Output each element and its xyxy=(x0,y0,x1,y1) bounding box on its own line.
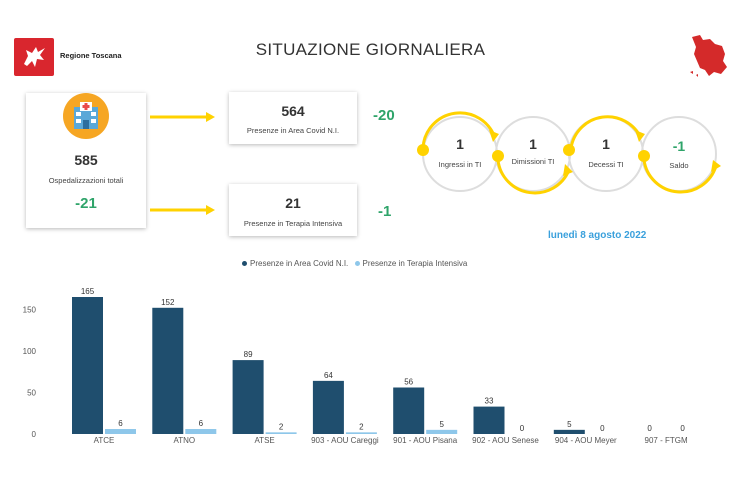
flow-value-saldo: -1 xyxy=(672,138,686,154)
page-title: SITUAZIONE GIORNALIERA xyxy=(255,40,486,59)
flow-value-dimissioni: 1 xyxy=(529,136,537,152)
bar-ti xyxy=(345,432,377,434)
total-label: Ospedalizzazioni totali xyxy=(48,176,124,185)
bar-covid xyxy=(393,387,425,434)
bar-value-label: 89 xyxy=(244,350,253,359)
bar-covid xyxy=(152,307,184,434)
flow-value-decessi: 1 xyxy=(602,136,610,152)
legend-label-ti: Presenze in Terapia Intensiva xyxy=(362,259,468,268)
covid-area-value: 564 xyxy=(281,103,305,119)
flow-value-ingressi: 1 xyxy=(456,136,464,152)
bar-value-label: 0 xyxy=(680,424,685,433)
x-tick-label: ATSE xyxy=(254,436,274,445)
bar-value-label: 33 xyxy=(485,397,494,406)
bar-value-label: 56 xyxy=(404,378,413,387)
x-tick-label: ATCE xyxy=(94,436,115,445)
bar-value-label: 6 xyxy=(118,419,123,428)
covid-area-card xyxy=(229,92,357,144)
intensive-care-delta: -1 xyxy=(378,203,392,220)
bar-covid xyxy=(553,429,585,434)
total-value: 585 xyxy=(74,152,98,168)
bar-covid xyxy=(232,360,264,434)
bar-ti xyxy=(185,429,217,434)
x-tick-label: 904 - AOU Meyer xyxy=(555,436,617,445)
x-tick-label: 903 - AOU Careggi xyxy=(311,436,379,445)
region-name: Regione Toscana xyxy=(60,51,122,60)
pegasus-icon xyxy=(24,47,45,67)
icu-flow-diagram xyxy=(417,111,721,195)
legend-dot-ti xyxy=(354,261,360,267)
bar-value-label: 5 xyxy=(567,420,572,429)
bar-covid xyxy=(473,406,505,434)
report-date: lunedì 8 agosto 2022 xyxy=(548,230,647,241)
y-tick-label: 0 xyxy=(32,430,37,439)
bar-covid xyxy=(72,297,103,434)
region-logo xyxy=(14,38,54,76)
x-tick-label: 907 - FTGM xyxy=(645,436,688,445)
x-tick-label: ATNO xyxy=(173,436,195,445)
chart-legend: Presenze in Area Covid N.I. Presenze in … xyxy=(242,259,467,268)
total-delta: -21 xyxy=(75,195,97,212)
covid-area-delta: -20 xyxy=(373,107,395,124)
x-tick-label: 901 - AOU Pisana xyxy=(393,436,458,445)
intensive-care-card xyxy=(229,184,357,236)
legend-dot-covid xyxy=(242,261,247,267)
y-tick-label: 50 xyxy=(27,388,36,397)
flow-circle-1 xyxy=(422,116,498,192)
y-tick-label: 100 xyxy=(23,347,37,356)
covid-area-label: Presenze in Area Covid N.I. xyxy=(246,126,340,135)
bar-value-label: 165 xyxy=(81,287,95,296)
tuscany-map-icon xyxy=(690,35,727,77)
flow-label-dimissioni: Dimissioni TI xyxy=(511,157,555,166)
legend-item-covid: Presenze in Area Covid N.I. xyxy=(242,259,348,268)
bar-value-label: 0 xyxy=(600,424,605,433)
hospital-icon xyxy=(63,93,109,139)
bar-ti xyxy=(105,429,136,434)
flow-label-decessi: Decessi TI xyxy=(588,160,624,169)
bar-value-label: 0 xyxy=(647,424,652,433)
bar-ti xyxy=(265,432,297,434)
bar-value-label: 152 xyxy=(161,298,175,307)
y-tick-label: 150 xyxy=(23,305,37,314)
bar-value-label: 5 xyxy=(439,420,444,429)
bar-value-label: 2 xyxy=(359,422,364,431)
bar-covid xyxy=(312,380,344,434)
bar-value-label: 2 xyxy=(279,422,284,431)
flow-label-saldo: Saldo xyxy=(669,161,689,170)
bar-value-label: 64 xyxy=(324,371,333,380)
intensive-care-label: Presenze in Terapia Intensiva xyxy=(243,219,343,228)
intensive-care-value: 21 xyxy=(285,195,301,211)
x-tick-label: 902 - AOU Senese xyxy=(472,436,539,445)
legend-label-covid: Presenze in Area Covid N.I. xyxy=(250,259,349,268)
flow-label-ingressi: Ingressi in TI xyxy=(438,160,482,169)
bar-value-label: 0 xyxy=(520,424,525,433)
legend-item-ti: Presenze in Terapia Intensiva xyxy=(354,259,468,268)
bar-value-label: 6 xyxy=(199,419,204,428)
bar-ti xyxy=(426,429,458,434)
